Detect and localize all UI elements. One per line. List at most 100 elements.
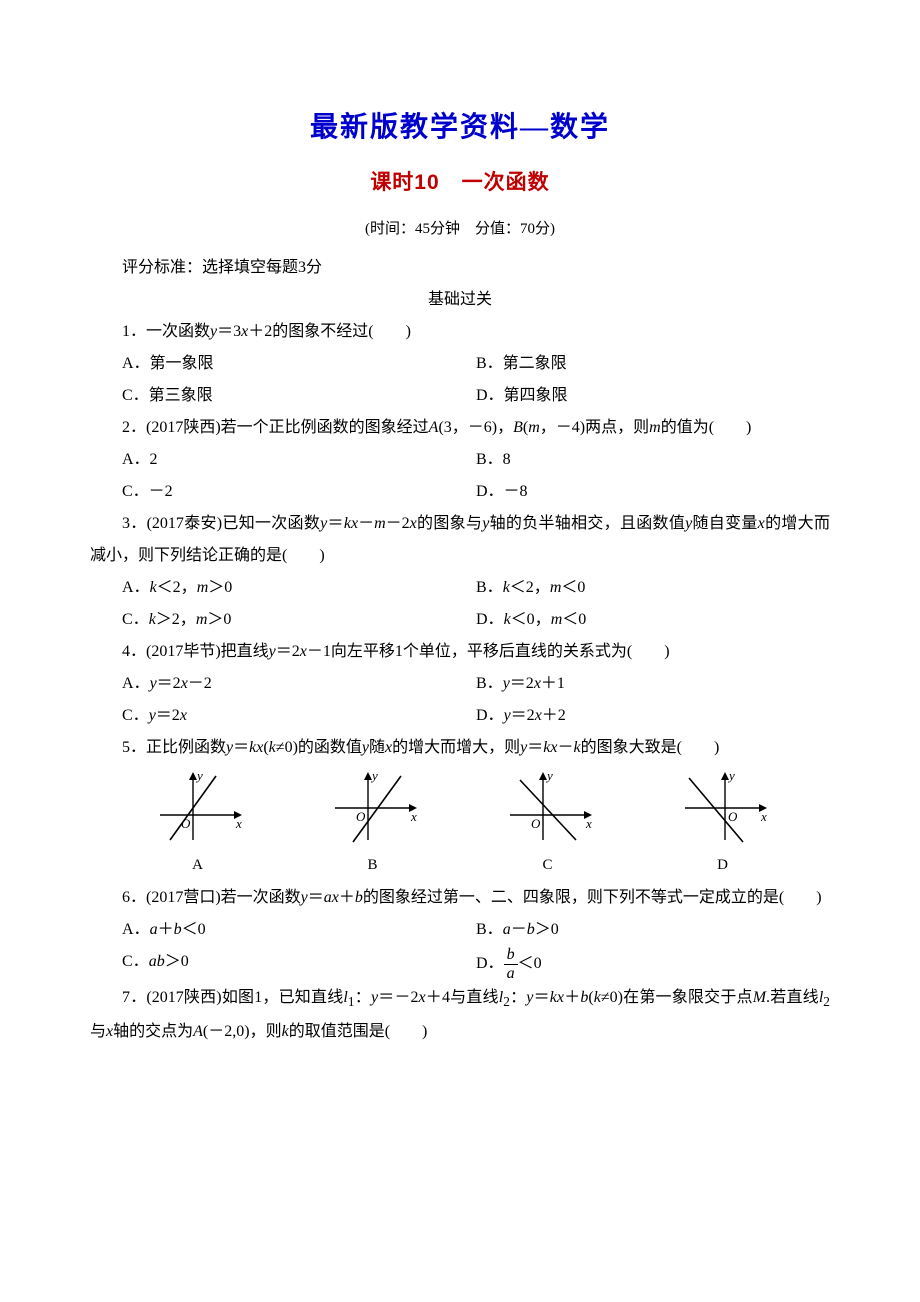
q5-graph-b-label: B [323,850,423,880]
q6-var-y: y [301,889,308,906]
q7-var-k2: k [282,1023,289,1040]
q7-stem-a: 7．(2017陕西)如图1，已知直线 [122,989,343,1006]
q7-var-x: x [418,989,425,1006]
question-2: 2．(2017陕西)若一个正比例函数的图象经过A(3，－6)，B(m，－4)两点… [90,412,830,444]
q2-choice-b: B．8 [476,444,830,476]
q2-stem-d: ，－4)两点，则 [540,419,649,436]
q5-var-kx2: kx [543,739,557,756]
q6-d-cmp: ＜0 [518,955,542,972]
q3-c-m: m [196,611,208,628]
q4-c-mid: ＝2 [156,707,180,724]
q4-d-pre: D． [476,707,504,724]
graph-a-o: O [181,816,191,831]
q4-stem-c: －1向左平移1个单位，平移后直线的关系式为( ) [307,643,670,660]
q4-var-y: y [269,643,276,660]
q6-choice-a: A．a＋b＜0 [122,914,476,946]
q2-var-B: B [513,419,523,436]
q6-c-ab: ab [149,953,165,970]
q3-b-post: ＜0 [561,579,585,596]
q5-graph-c-label: C [498,850,598,880]
q6-b-cmp: ＞0 [535,921,559,938]
q5-graph-a: y x O A [148,770,248,880]
q7-stem-m: (－2,0)，则 [203,1023,282,1040]
q4-b-post: ＋1 [541,675,565,692]
q7-sub-2b: 2 [823,994,830,1009]
q6-stem-c: ＋ [339,889,355,906]
q7-stem-i: ≠0)在第一象限交于点 [601,989,753,1006]
graph-b-y: y [370,770,378,783]
q6-stem-a: 6．(2017营口)若一次函数 [122,889,301,906]
q3-c-k: k [149,611,156,628]
q6-choice-d: D．ba＜0 [476,946,830,982]
section-label: 基础过关 [90,284,830,316]
q7-stem-k: 与 [90,1023,106,1040]
q3-stem-c: － [358,515,374,532]
q3-c-mid: ＞2， [156,611,196,628]
q3-d-k: k [504,611,511,628]
q7-stem-l: 轴的交点为 [113,1023,193,1040]
q5-graph-b: y x O B [323,770,423,880]
q3-stem-a: 3．(2017泰安)已知一次函数 [122,515,320,532]
q7-sub-1: 1 [348,994,355,1009]
q3-choice-a: A．k＜2，m＞0 [122,572,476,604]
q1-stem-b: ＝3 [217,323,241,340]
q5-stem-e: 随 [369,739,385,756]
q4-c-pre: C． [122,707,149,724]
q3-a-m: m [197,579,209,596]
q1-choice-c: C．第三象限 [122,380,476,412]
q3-d-post: ＜0 [562,611,586,628]
q3-choices: A．k＜2，m＞0 B．k＜2，m＜0 C．k＞2，m＞0 D．k＜0，m＜0 [90,572,830,636]
q4-b-mid: ＝2 [510,675,534,692]
question-5: 5．正比例函数y＝kx(k≠0)的函数值y随x的增大而增大，则y＝kx－k的图象… [90,732,830,764]
question-7: 7．(2017陕西)如图1，已知直线l1：y＝－2x＋4与直线l2：y＝kx＋b… [90,982,830,1048]
q6-d-frac: ba [504,946,518,982]
q3-var-x: x [410,515,417,532]
graph-b-o: O [356,809,366,824]
q4-a-y: y [150,675,157,692]
graph-a-y: y [195,770,203,783]
q2-var-A: A [429,419,439,436]
grading-line: 评分标准：选择填空每题3分 [90,252,830,284]
q6-choice-c: C．ab＞0 [122,946,476,982]
q5-stem-f: 的增大而增大，则 [392,739,520,756]
q6-a-cmp: ＜0 [182,921,206,938]
q2-choices: A．2 B．8 C．－2 D．－8 [90,444,830,508]
q3-d-mid: ＜0， [511,611,551,628]
q1-stem-a: 1．一次函数 [122,323,210,340]
q7-stem-d: ＋4与直线 [426,989,499,1006]
q5-stem-a: 5．正比例函数 [122,739,226,756]
q6-a-op: ＋ [158,921,174,938]
sub-title: 课时10 一次函数 [90,162,830,204]
document-page: 最新版教学资料—数学 课时10 一次函数 (时间：45分钟 分值：70分) 评分… [0,0,920,1108]
q3-b-k: k [503,579,510,596]
q3-stem-e: 的图象与 [417,515,482,532]
q7-stem-b: ： [355,989,371,1006]
graph-d-o: O [728,809,738,824]
q6-a-b: b [174,921,182,938]
q3-stem-d: －2 [386,515,410,532]
q3-stem-b: ＝ [327,515,344,532]
q5-graph-a-label: A [148,850,248,880]
q4-choice-c: C．y＝2x [122,700,476,732]
q7-var-M: M [753,989,766,1006]
q3-a-mid: ＜2， [157,579,197,596]
q6-c-pre: C． [122,953,149,970]
q7-sub-2: 2 [503,994,510,1009]
q5-graph-d-label: D [673,850,773,880]
q5-stem-g: ＝ [527,739,543,756]
q3-var-m: m [374,515,386,532]
graph-c-o: O [531,816,541,831]
q6-var-b: b [355,889,363,906]
q4-d-y: y [504,707,511,724]
q3-choice-d: D．k＜0，m＜0 [476,604,830,636]
q3-b-pre: B． [476,579,503,596]
q6-c-cmp: ＞0 [165,953,189,970]
q7-var-y: y [371,989,378,1006]
q3-b-mid: ＜2， [510,579,550,596]
q3-var-kx: kx [344,515,358,532]
q2-stem-b: (3，－6)， [438,419,513,436]
q4-stem-a: 4．(2017毕节)把直线 [122,643,269,660]
q2-choice-d: D．－8 [476,476,830,508]
q6-a-pre: A． [122,921,150,938]
q4-var-x: x [300,643,307,660]
